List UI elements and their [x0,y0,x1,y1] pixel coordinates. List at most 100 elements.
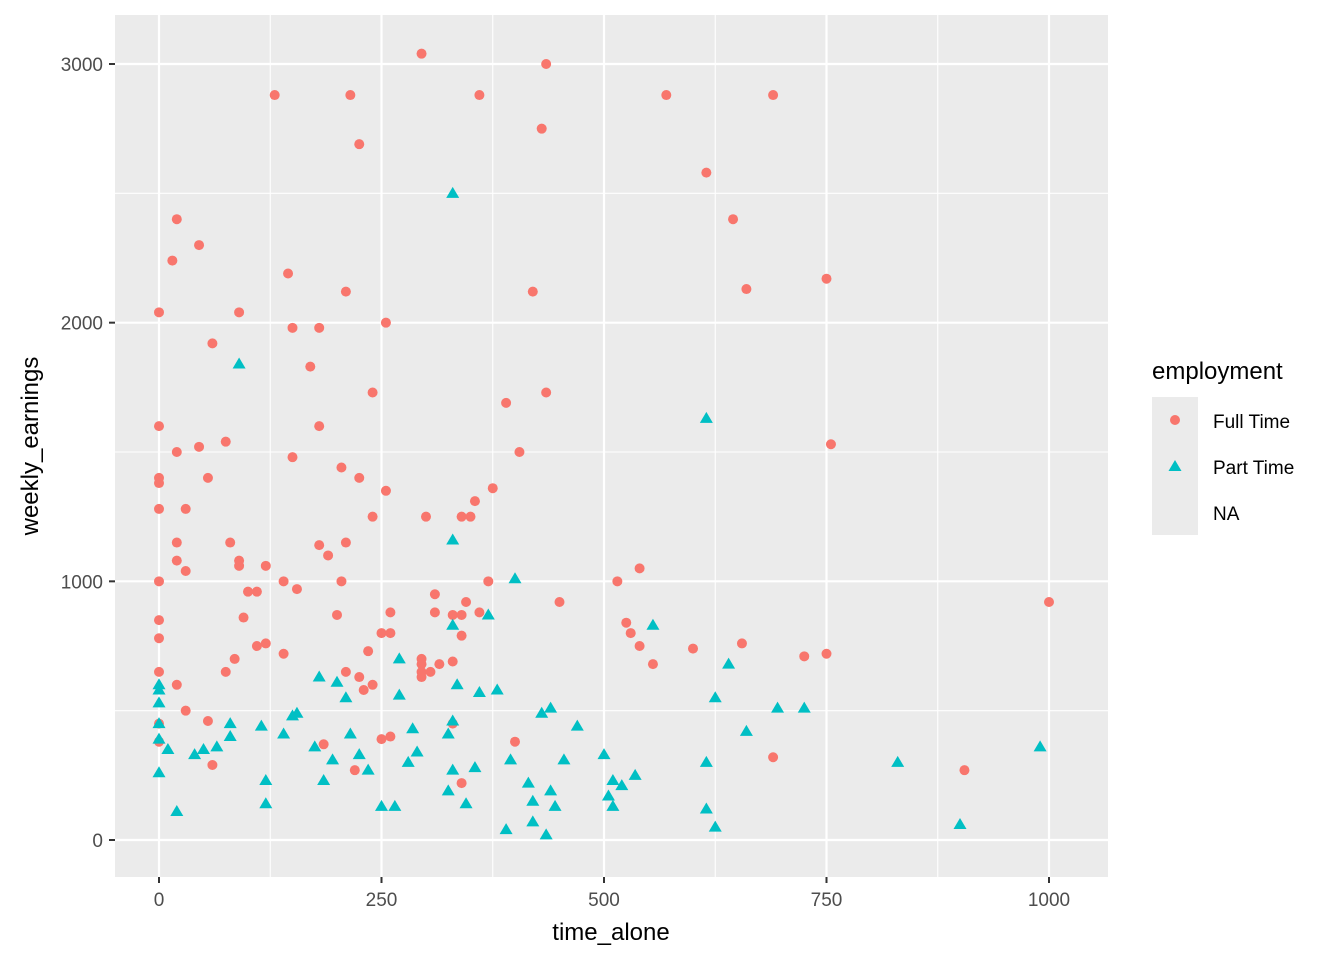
full-time-point [527,286,538,297]
part-time-point [223,717,237,729]
part-time-point [308,740,322,752]
full-time-point [825,439,836,450]
legend-circle-icon [1170,415,1180,425]
full-time-point [260,560,271,571]
full-time-point [234,307,245,318]
full-time-point [647,659,658,670]
full-time-point [821,273,832,284]
part-time-point [548,799,562,811]
x-tick-label: 500 [588,890,620,911]
part-time-point [406,722,420,734]
full-time-point [238,612,249,623]
full-time-point [207,338,218,349]
part-time-point [708,691,722,703]
part-time-point [557,753,571,765]
full-time-point [456,609,467,620]
full-time-point [536,123,547,134]
full-time-point [541,59,552,69]
full-time-point [429,607,440,618]
full-time-point [225,537,236,548]
full-time-point [461,597,472,608]
y-tick-label: 0 [92,831,103,852]
part-time-point [508,572,522,584]
full-time-point [358,684,369,695]
full-time-point [634,641,645,651]
full-time-point [291,584,302,595]
full-time-point [434,659,445,670]
full-time-point [736,638,747,649]
full-time-point [171,537,182,548]
full-time-point [465,511,476,522]
full-time-point [171,555,182,566]
part-time-point [708,820,722,832]
part-time-point [468,761,482,773]
full-time-point [194,240,205,251]
full-time-point [416,659,427,670]
full-time-point [514,447,525,457]
part-time-point [290,706,304,718]
full-time-point [283,268,294,279]
full-time-point [340,537,351,548]
full-time-point [180,705,191,716]
full-time-point [171,214,182,225]
x-tick-label: 0 [154,890,165,911]
y-tick-label: 3000 [61,55,103,76]
full-time-point [336,462,347,473]
full-time-point [229,653,240,664]
part-time-point [797,701,811,713]
full-time-point [154,307,164,318]
data-points [152,48,1054,840]
full-time-point [510,736,520,747]
part-time-point [441,784,455,796]
full-time-point [314,540,325,551]
part-time-point [446,533,460,545]
full-time-point [340,666,351,677]
full-time-point [260,638,271,649]
full-time-point [154,503,164,514]
part-time-point [330,675,344,687]
full-time-point [171,447,182,457]
part-time-point [597,748,611,760]
full-time-point [202,472,213,483]
minor-gridlines [115,15,1108,877]
full-time-point [194,441,205,452]
part-time-point [1033,740,1047,752]
full-time-point [1044,597,1054,608]
full-time-point [456,511,467,522]
full-time-point [821,648,832,659]
full-time-point [202,716,213,727]
full-time-point [768,752,779,763]
legend-label-full-time: Full Time [1213,412,1290,433]
full-time-point [251,641,262,651]
part-time-point [388,799,402,811]
full-time-point [741,284,752,295]
x-tick-label: 1000 [1028,890,1070,911]
part-time-point [699,755,713,767]
y-tick-label: 2000 [61,314,103,335]
full-time-point [220,666,231,677]
full-time-point [336,576,347,587]
full-time-point [154,615,164,626]
part-time-point [446,618,460,630]
part-time-point [152,683,166,695]
part-time-point [361,763,375,775]
full-time-point [385,628,396,639]
y-axis-title: weekly_earnings [17,357,44,537]
full-time-point [959,765,970,776]
part-time-point [401,755,415,767]
part-time-point [472,686,486,698]
full-time-point [207,759,218,770]
part-time-point [223,730,237,742]
part-time-point [170,805,184,817]
part-time-point [339,691,353,703]
part-time-point [481,608,495,620]
part-time-point [152,732,166,744]
full-time-point [354,472,365,483]
part-time-point [526,815,540,827]
x-axis-ticks: 0 250 500 750 1000 [154,877,1070,911]
part-time-point [699,802,713,814]
part-time-point [210,740,224,752]
part-time-point [446,186,460,198]
full-time-point [634,563,645,574]
full-time-point [243,586,253,597]
